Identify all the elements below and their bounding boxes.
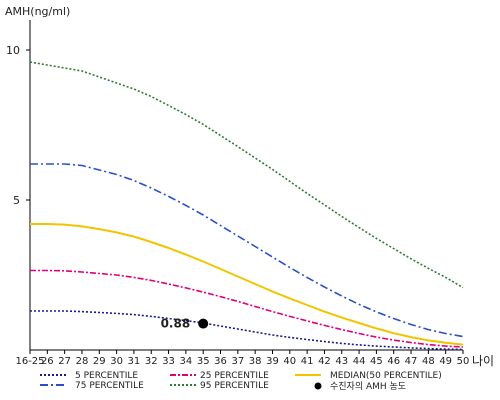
- x-tick-label: 33: [162, 356, 175, 367]
- x-tick-label: 35: [197, 356, 210, 367]
- x-tick-label: 30: [110, 356, 123, 367]
- legend-label: 25 PERCENTILE: [200, 371, 269, 381]
- x-tick-label: 47: [405, 356, 418, 367]
- x-tick-label: 46: [387, 356, 400, 367]
- marker-layer: 0.88: [161, 317, 209, 331]
- x-tick-label: 29: [93, 356, 106, 367]
- x-tick-label: 26: [41, 356, 54, 367]
- x-tick-label: 40: [283, 356, 296, 367]
- x-tick-label: 45: [370, 356, 383, 367]
- patient-amh-value-label: 0.88: [161, 317, 191, 331]
- series-line: [29, 61, 464, 289]
- x-tick-label: 43: [335, 356, 348, 367]
- series-line: [30, 310, 464, 351]
- legend-label: 5 PERCENTILE: [75, 371, 138, 381]
- legend: 5 PERCENTILE 25 PERCENTILE MEDIAN(50 PERCE…: [40, 371, 442, 392]
- x-tick-label: 31: [128, 356, 141, 367]
- patient-amh-marker: [198, 318, 209, 329]
- x-tick-label: 38: [249, 356, 262, 367]
- y-axis-label: AMH(ng/ml): [5, 5, 70, 18]
- x-tick-label: 36: [214, 356, 227, 367]
- x-tick-label: 28: [76, 356, 89, 367]
- series-line: [30, 223, 464, 346]
- y-tick-label: 10: [6, 44, 20, 57]
- x-tick-label: 44: [353, 356, 366, 367]
- x-tick-label: 37: [231, 356, 244, 367]
- legend-label: 75 PERCENTILE: [75, 381, 144, 391]
- legend-label: MEDIAN(50 PERCENTILE): [330, 371, 442, 381]
- x-tick-label: 39: [266, 356, 279, 367]
- x-tick-label: 49: [439, 356, 452, 367]
- legend-label: 95 PERCENTILE: [200, 381, 269, 391]
- series-line: [30, 269, 464, 348]
- x-axis-label: 나이: [472, 354, 494, 368]
- x-tick-label: 42: [318, 356, 331, 367]
- x-tick-label: 32: [145, 356, 158, 367]
- x-tick-label: 34: [180, 356, 193, 367]
- x-tick-label: 16-25: [15, 356, 44, 367]
- series-layer: [29, 61, 464, 351]
- legend-marker-label: 수진자의 AMH 농도: [330, 381, 406, 392]
- y-tick-label: 5: [13, 194, 20, 207]
- legend-marker-swatch: [314, 382, 322, 390]
- x-tick-label: 41: [301, 356, 314, 367]
- x-tick-label: 48: [422, 356, 435, 367]
- x-tick-label: 50: [457, 356, 470, 367]
- x-tick-label: 27: [58, 356, 71, 367]
